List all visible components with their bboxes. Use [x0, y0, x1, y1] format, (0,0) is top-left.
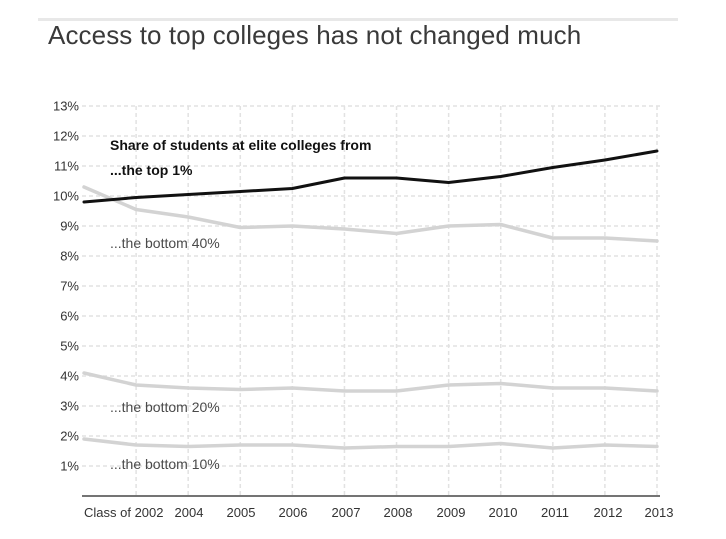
- y-tick-label: 1%: [60, 459, 79, 474]
- x-tick-label: Class of 2002: [84, 505, 164, 520]
- series-label-top-1: ...the top 1%: [110, 162, 193, 178]
- y-tick-label: 3%: [60, 399, 79, 414]
- series-lines: [82, 149, 659, 450]
- series-label-bottom-10: ...the bottom 10%: [110, 456, 220, 472]
- x-tick-label: 2008: [384, 505, 413, 520]
- chart-title: Access to top colleges has not changed m…: [48, 20, 582, 50]
- y-tick-label: 12%: [53, 129, 79, 144]
- x-tick-label: 2009: [437, 505, 466, 520]
- y-tick-label: 8%: [60, 249, 79, 264]
- x-tick-label: 2010: [489, 505, 518, 520]
- legend-heading: Share of students at elite colleges from: [110, 137, 371, 153]
- x-tick-label: 2012: [594, 505, 623, 520]
- series-line-0: [82, 149, 659, 204]
- x-tick-label: 2011: [541, 505, 569, 520]
- y-tick-label: 5%: [60, 339, 79, 354]
- y-tick-label: 13%: [53, 99, 79, 114]
- y-tick-label: 6%: [60, 309, 79, 324]
- y-tick-label: 4%: [60, 369, 79, 384]
- x-axis-ticks: Class of 2002 2004 2005 2006 2007 2008 2009 201…: [84, 505, 673, 520]
- x-tick-label: 2004: [175, 505, 204, 520]
- x-tick-label: 2007: [332, 505, 361, 520]
- top-rule: [38, 18, 678, 21]
- annotations: Share of students at elite colleges from…: [110, 137, 371, 472]
- y-tick-label: 2%: [60, 429, 79, 444]
- y-tick-label: 7%: [60, 279, 79, 294]
- y-tick-label: 10%: [53, 189, 79, 204]
- y-axis-ticks: 1% 2% 3% 4% 5% 6% 7% 8% 9% 10% 11% 12% 13%: [53, 99, 79, 474]
- y-tick-label: 9%: [60, 219, 79, 234]
- series-line-2: [82, 371, 659, 393]
- x-tick-label: 2005: [227, 505, 256, 520]
- x-tick-label: 2006: [279, 505, 308, 520]
- series-line-3: [82, 437, 659, 450]
- series-line-1: [82, 185, 659, 243]
- grid: [82, 105, 660, 496]
- y-tick-label: 11%: [54, 159, 79, 174]
- series-label-bottom-20: ...the bottom 20%: [110, 399, 220, 415]
- series-label-bottom-40: ...the bottom 40%: [110, 235, 220, 251]
- x-tick-label: 2013: [645, 505, 674, 520]
